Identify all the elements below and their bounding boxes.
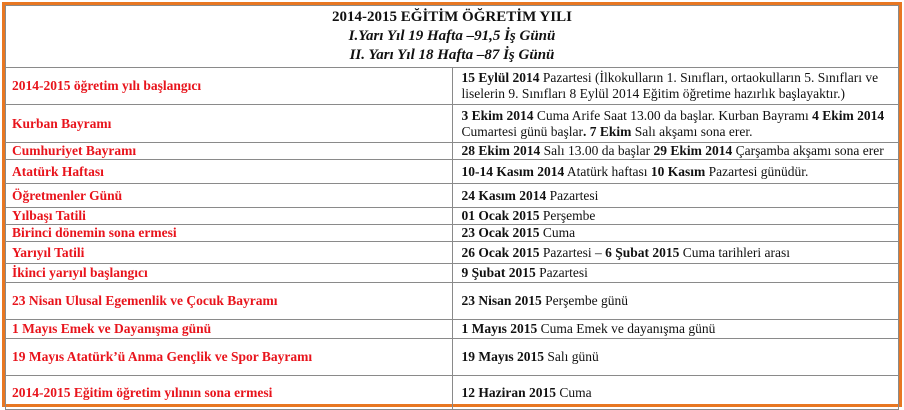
table-row: 2014-2015 öğretim yılı başlangıcı 15 Eylü… [5,67,899,105]
date-text: Cuma [556,384,592,400]
date-highlight: 1 Mayıs 2015 [461,321,538,336]
date-text: Cuma Emek ve dayanışma günü [537,321,716,336]
event-date: 3 Ekim 2014 Cuma Arife Saat 13.00 da baş… [451,104,899,143]
date-highlight: 19 Mayıs 2015 [461,349,545,364]
first-semester-info: I.Yarı Yıl 19 Hafta –91,5 İş Günü [348,28,556,44]
table-header-row: 2014-2015 EĞİTİM ÖĞRETİM YILI I.Yarı Yıl… [5,5,899,68]
date-text: Atatürk haftası [564,163,651,179]
event-date: 01 Ocak 2015 Perşembe [451,207,899,225]
date-text: Perşembe [539,208,596,223]
date-highlight: 10 Kasım [650,163,706,179]
event-date: 23 Nisan 2015 Perşembe günü [451,282,899,320]
date-highlight: 9 Şubat 2015 [461,265,536,280]
date-text: Pazartesi – [539,244,606,260]
date-text: Çarşamba akşamı sona erer [732,143,884,158]
date-highlight: 10-14 Kasım 2014 [461,163,565,179]
date-highlight: 26 Ocak 2015 [461,244,540,260]
date-highlight: 23 Ocak 2015 [461,225,540,240]
date-highlight: 6 Şubat 2015 [605,244,680,260]
event-date: 19 Mayıs 2015 Salı günü [451,338,899,376]
date-text: Pazartesi [535,265,588,280]
table-header: 2014-2015 EĞİTİM ÖĞRETİM YILI I.Yarı Yıl… [5,5,899,68]
date-text: Cuma Arife Saat 13.00 da başlar. Kurban … [533,107,813,123]
date-highlight: 3 Ekim 2014 [461,107,534,123]
event-date: 28 Ekim 2014 Salı 13.00 da başlar 29 Eki… [451,142,899,160]
date-text: Salı 13.00 da başlar [540,143,654,158]
date-highlight: . 7 Ekim [582,123,632,139]
date-highlight: 01 Ocak 2015 [461,208,540,223]
date-highlight: 28 Ekim 2014 [461,143,541,158]
event-label: Cumhuriyet Bayramı [5,142,453,160]
event-label: Yarıyıl Tatili [5,241,453,264]
event-label: 2014-2015 Eğitim öğretim yılının sona er… [5,375,453,410]
table-row: Cumhuriyet Bayramı 28 Ekim 2014 Salı 13.0… [5,142,899,160]
date-text: Pazartesi günüdür. [705,163,809,179]
event-date: 26 Ocak 2015 Pazartesi – 6 Şubat 2015 Cu… [451,241,899,264]
table-row: Atatürk Haftası 10-14 Kasım 2014 Atatürk … [5,159,899,184]
event-label: Birinci dönemin sona ermesi [5,224,453,242]
event-label: 1 Mayıs Emek ve Dayanışma günü [5,319,453,339]
table-row: 1 Mayıs Emek ve Dayanışma günü 1 Mayıs 20… [5,319,899,339]
table-row: Yarıyıl Tatili 26 Ocak 2015 Pazartesi – 6… [5,241,899,264]
date-text: Salı akşamı sona erer. [631,123,753,139]
event-label: Kurban Bayramı [5,104,453,143]
date-text: Pazartesi [546,187,599,203]
school-calendar-table: 2014-2015 EĞİTİM ÖĞRETİM YILI I.Yarı Yıl… [5,5,899,410]
date-text: Cuma tarihleri arası [679,244,790,260]
date-text: Cumartesi günü başlar [461,123,583,139]
date-text: Pazartesi (İlkokulların 1. Sınıfları, or… [461,70,879,101]
event-label: Öğretmenler Günü [5,183,453,208]
date-highlight: 15 Eylül 2014 [461,70,540,85]
date-highlight: 24 Kasım 2014 [461,187,547,203]
date-highlight: 12 Haziran 2015 [461,384,557,400]
event-date: 1 Mayıs 2015 Cuma Emek ve dayanışma günü [451,319,899,339]
date-text: Salı günü [544,349,599,364]
event-date: 9 Şubat 2015 Pazartesi [451,263,899,283]
date-highlight: 23 Nisan 2015 [461,293,542,308]
table-row: İkinci yarıyıl başlangıcı 9 Şubat 2015 Pa… [5,263,899,283]
table-row: 19 Mayıs Atatürk’ü Anma Gençlik ve Spor … [5,338,899,376]
event-date: 10-14 Kasım 2014 Atatürk haftası 10 Kası… [451,159,899,184]
table-row: Yılbaşı Tatili 01 Ocak 2015 Perşembe [5,207,899,225]
event-label: 19 Mayıs Atatürk’ü Anma Gençlik ve Spor … [5,338,453,376]
event-label: Atatürk Haftası [5,159,453,184]
event-date: 24 Kasım 2014 Pazartesi [451,183,899,208]
second-semester-info: II. Yarı Yıl 18 Hafta –87 İş Günü [349,47,555,63]
table-row: Öğretmenler Günü 24 Kasım 2014 Pazartesi [5,183,899,208]
event-label: İkinci yarıyıl başlangıcı [5,263,453,283]
table-row: Kurban Bayramı 3 Ekim 2014 Cuma Arife Saa… [5,104,899,143]
event-label: 23 Nisan Ulusal Egemenlik ve Çocuk Bayra… [5,282,453,320]
date-text: Perşembe günü [541,293,628,308]
event-label: 2014-2015 öğretim yılı başlangıcı [5,67,453,105]
event-label: Yılbaşı Tatili [5,207,453,225]
table-row: 23 Nisan Ulusal Egemenlik ve Çocuk Bayra… [5,282,899,320]
event-date: 23 Ocak 2015 Cuma [451,224,899,242]
event-date: 12 Haziran 2015 Cuma [451,375,899,410]
table-row: Birinci dönemin sona ermesi 23 Ocak 2015 … [5,224,899,242]
calendar-title: 2014-2015 EĞİTİM ÖĞRETİM YILI [332,9,572,25]
date-highlight: 4 Ekim 2014 [812,107,885,123]
event-date: 15 Eylül 2014 Pazartesi (İlkokulların 1.… [451,67,899,105]
date-highlight: 29 Ekim 2014 [653,143,733,158]
date-text: Cuma [539,225,576,240]
table-row: 2014-2015 Eğitim öğretim yılının sona er… [5,375,899,410]
